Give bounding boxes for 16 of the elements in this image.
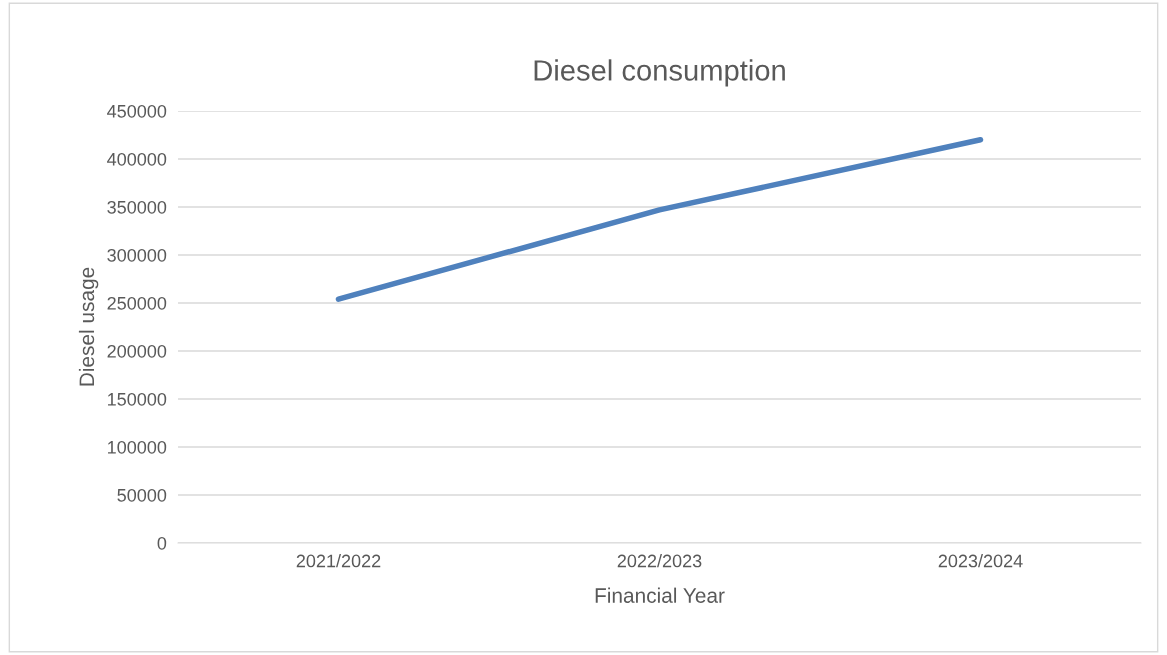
y-tick-label: 100000 [108,440,167,454]
y-tick-label: 350000 [107,200,167,214]
y-tick-label: 0 [157,536,167,550]
y-tick-label: 150000 [108,392,167,406]
y-tick-label: 250000 [107,296,167,310]
x-tick-label: 2022/2023 [617,554,702,568]
x-tick-label: 2021/2022 [296,554,381,568]
y-axis-title: Diesel usage [78,267,99,386]
chart-title: Diesel consumption [534,59,785,87]
y-tick-label: 400000 [107,152,167,166]
y-tick-label: 50000 [117,488,167,502]
y-tick-label: 200000 [107,344,167,358]
x-tick-label: 2023/2024 [938,554,1023,568]
y-tick-label: 450000 [107,104,167,118]
y-tick-label: 300000 [107,248,167,262]
x-axis-title: Financial Year [595,587,725,603]
